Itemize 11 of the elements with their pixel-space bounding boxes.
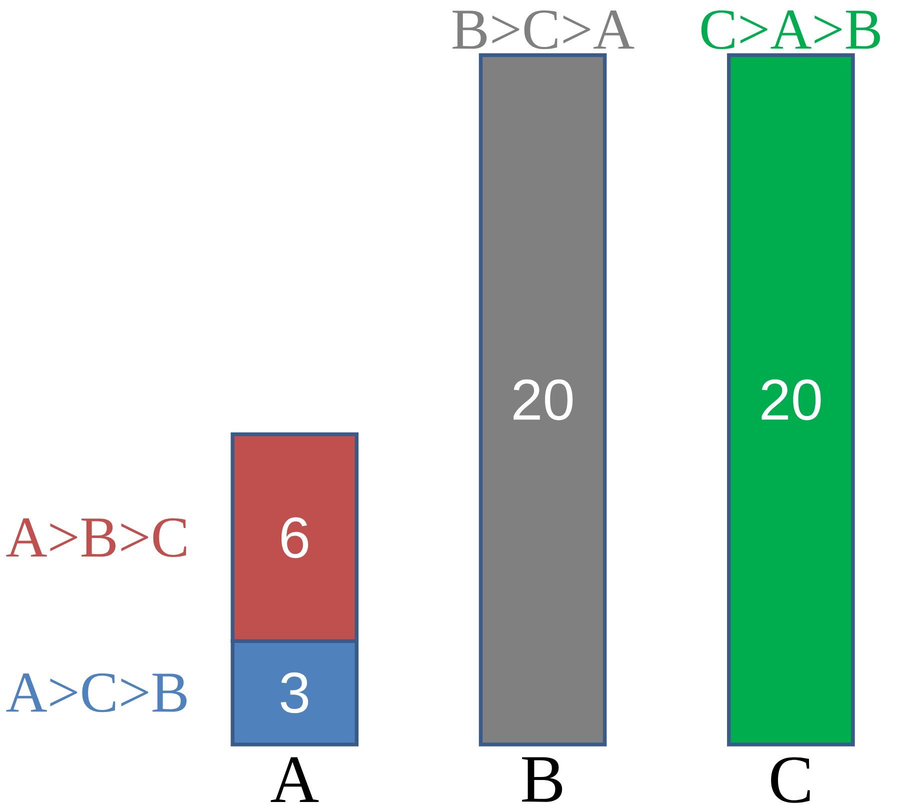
data-label: 6: [282, 517, 308, 558]
x-tick-label: B: [522, 757, 562, 802]
x-tick-label: C: [771, 758, 810, 804]
data-label: 20: [762, 380, 821, 420]
data-label: 20: [514, 380, 573, 420]
x-tick-label: A: [270, 758, 319, 802]
series-label: A>C>B: [6, 674, 187, 712]
data-label: 3: [280, 672, 308, 714]
series-label: C>A>B: [701, 10, 880, 50]
series-label: B>C>A: [452, 10, 634, 50]
series-label: A>B>C: [6, 518, 186, 558]
